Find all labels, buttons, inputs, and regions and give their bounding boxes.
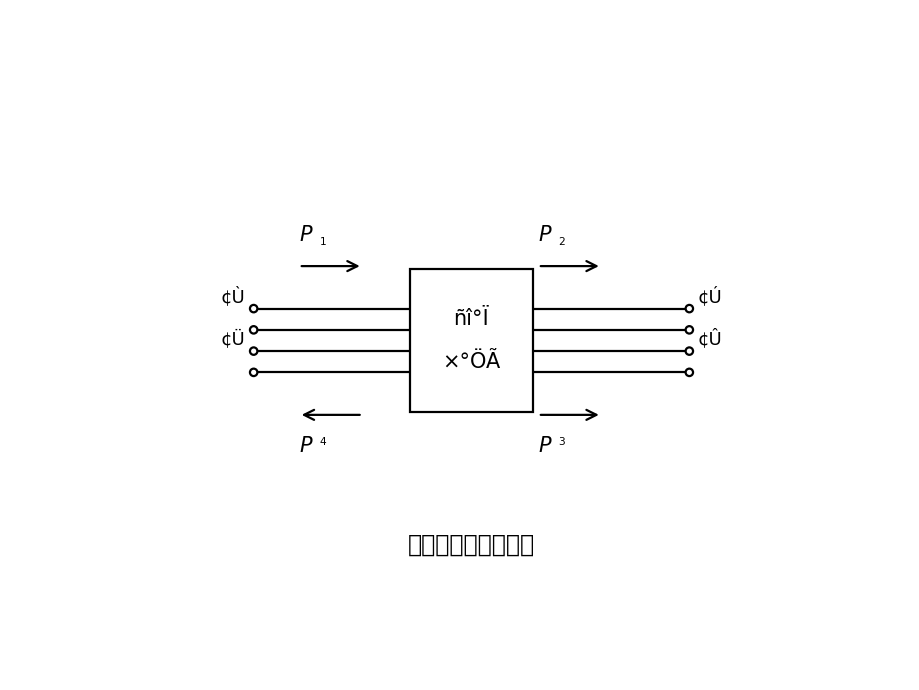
Text: ×°ÖÃ: ×°ÖÃ — [442, 352, 500, 372]
Text: $P$: $P$ — [299, 225, 313, 245]
Text: ¢Û: ¢Û — [697, 328, 721, 348]
Text: $P$: $P$ — [299, 436, 313, 456]
Circle shape — [685, 305, 692, 313]
Text: ¢Ü: ¢Ü — [221, 330, 245, 348]
Circle shape — [685, 368, 692, 376]
Circle shape — [250, 305, 257, 313]
Circle shape — [685, 347, 692, 355]
Text: ¢Ù: ¢Ù — [221, 286, 245, 306]
Text: $P$: $P$ — [538, 225, 551, 245]
Circle shape — [685, 326, 692, 333]
Text: 定向耦合器的原理图: 定向耦合器的原理图 — [407, 533, 535, 557]
Bar — [410, 268, 532, 412]
Text: $_3$: $_3$ — [558, 433, 565, 448]
Circle shape — [250, 368, 257, 376]
Text: $_4$: $_4$ — [319, 433, 327, 448]
Text: ñî°Ï: ñî°Ï — [453, 309, 489, 329]
Text: $P$: $P$ — [538, 436, 551, 456]
Circle shape — [250, 347, 257, 355]
Text: $_1$: $_1$ — [319, 233, 326, 248]
Circle shape — [250, 326, 257, 333]
Text: $_2$: $_2$ — [558, 233, 565, 248]
Text: ¢Ú: ¢Ú — [697, 286, 721, 306]
